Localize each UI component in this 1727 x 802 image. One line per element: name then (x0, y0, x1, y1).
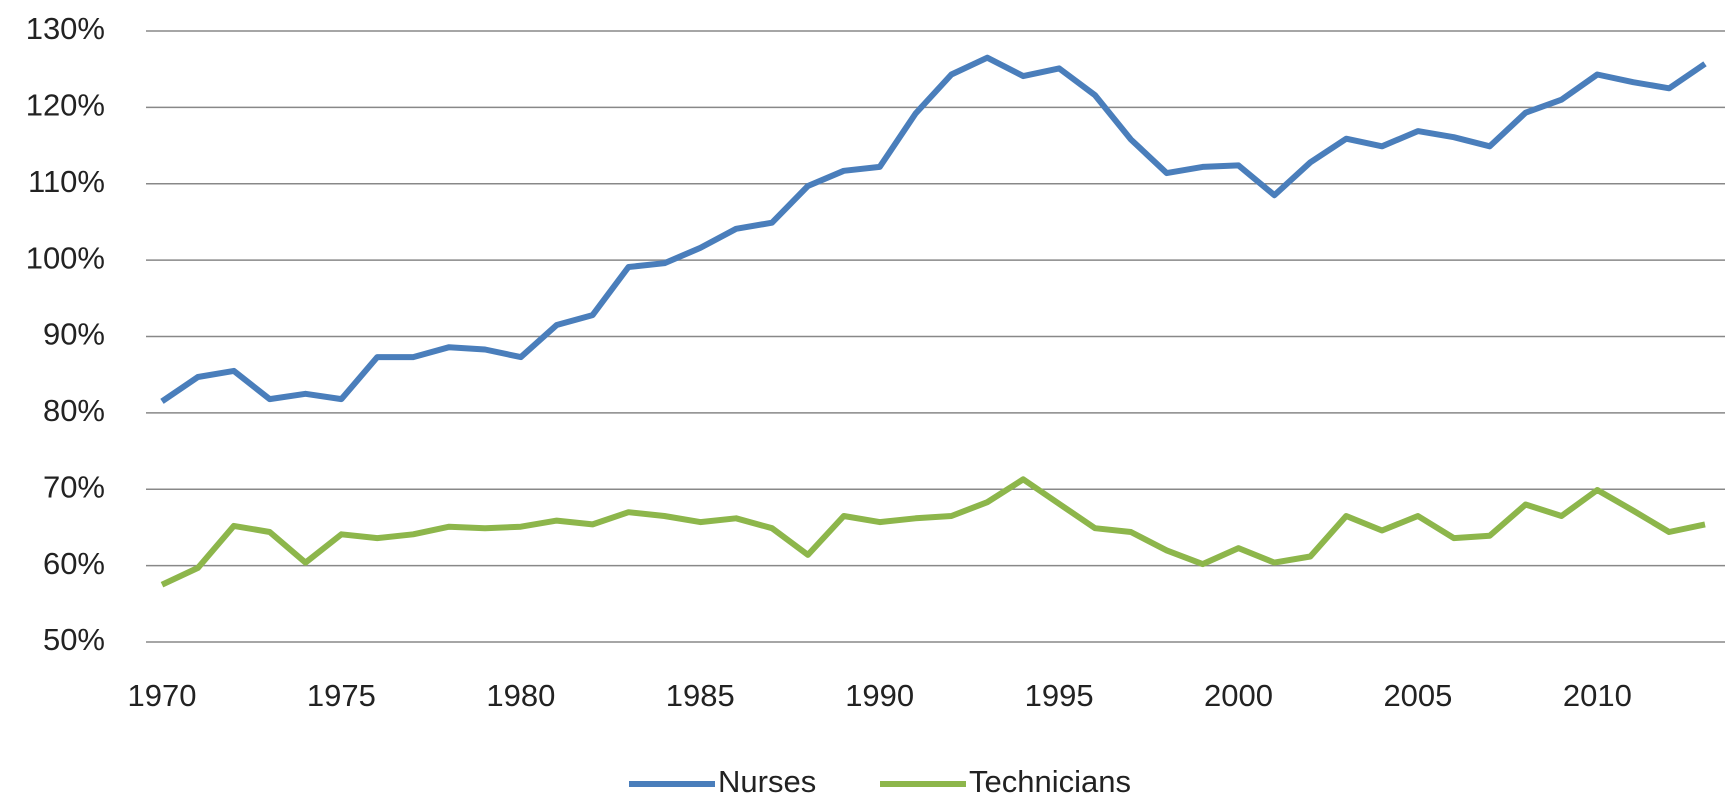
data-line (160, 54, 1707, 404)
y-tick-label: 70% (43, 469, 105, 504)
y-tick-label: 120% (26, 88, 105, 123)
x-tick-label: 1980 (486, 678, 555, 713)
x-tick-label: 2005 (1383, 678, 1452, 713)
x-tick-label: 2000 (1204, 678, 1273, 713)
x-tick-label: 1970 (128, 678, 197, 713)
y-tick-label: 100% (26, 240, 105, 275)
y-tick-label: 110% (28, 164, 105, 199)
x-tick-label: 1995 (1025, 678, 1094, 713)
y-tick-label: 80% (43, 393, 105, 428)
x-tick-label: 1990 (845, 678, 914, 713)
x-tick-label: 1985 (666, 678, 735, 713)
data-line (160, 476, 1706, 588)
y-tick-label: 50% (43, 622, 105, 657)
legend-label: Technicians (969, 764, 1131, 799)
y-tick-label: 60% (43, 546, 105, 581)
x-tick-label: 2010 (1563, 678, 1632, 713)
legend-label: Nurses (718, 764, 816, 799)
y-tick-label: 130% (26, 11, 105, 46)
y-tick-label: 90% (43, 317, 105, 352)
x-tick-label: 1975 (307, 678, 376, 713)
